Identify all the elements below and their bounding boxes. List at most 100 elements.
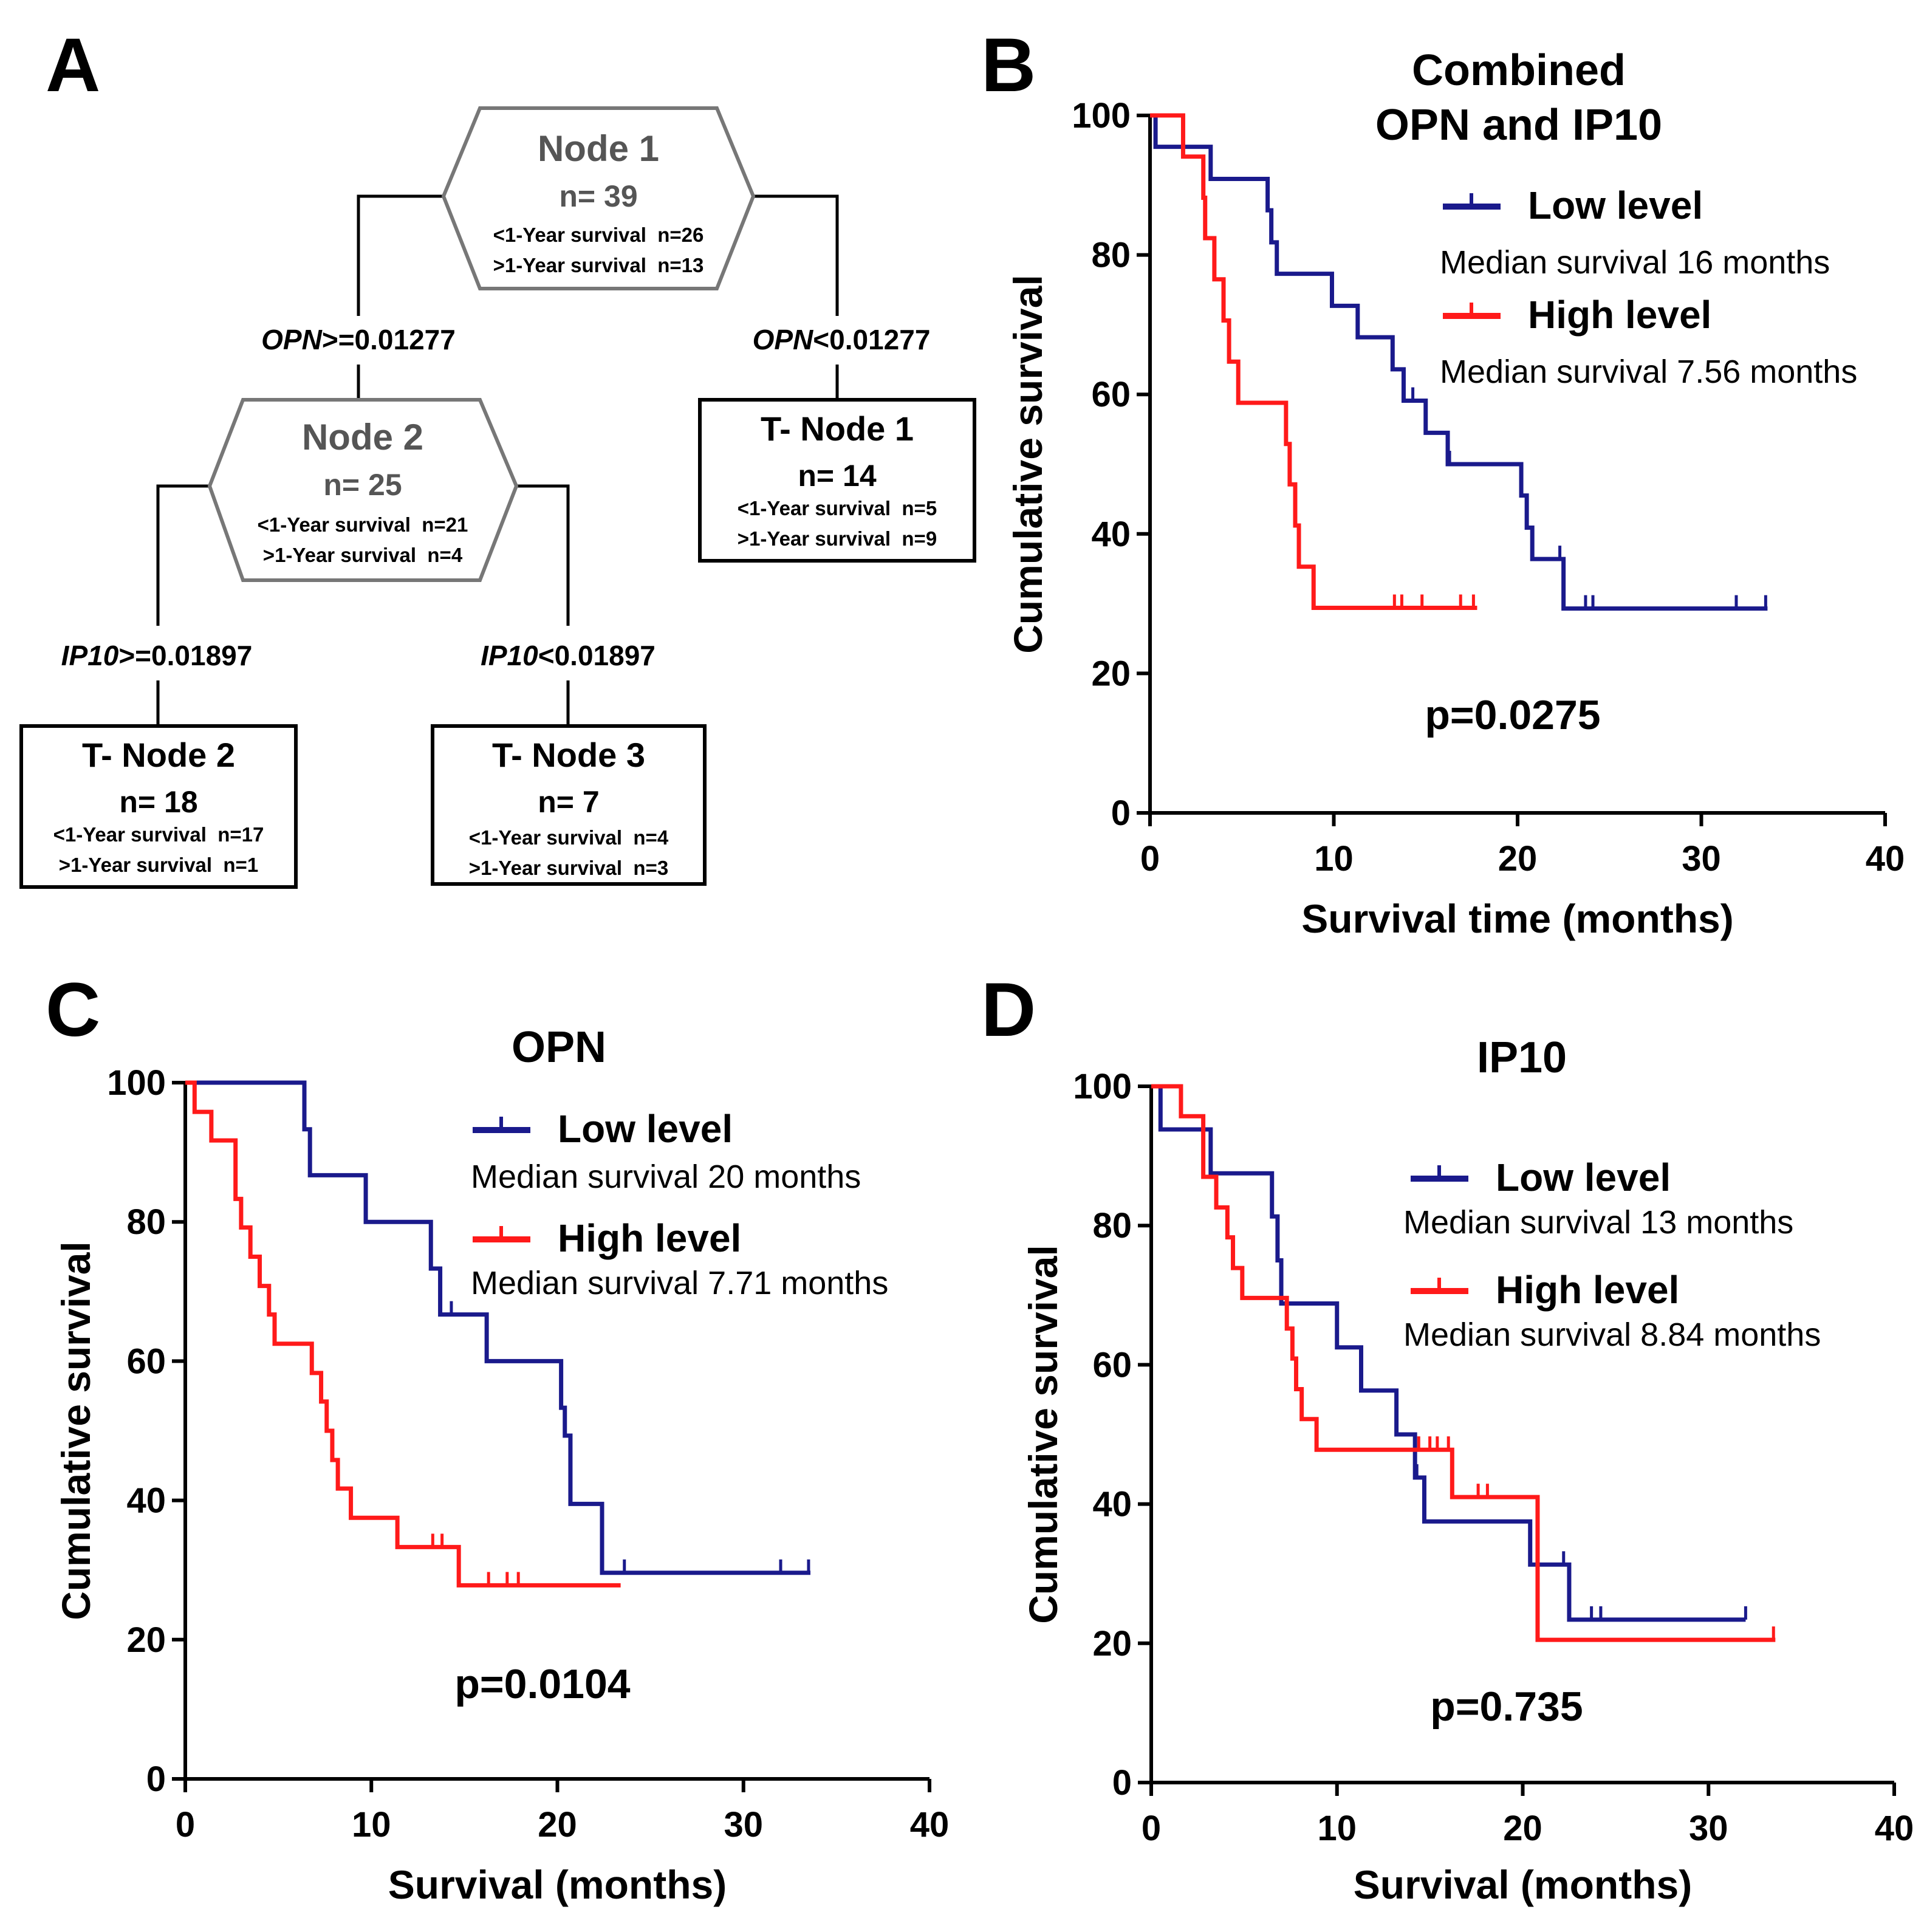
node-1-line-2: >1-Year survival n=13	[493, 254, 704, 276]
terminal-node-1-title: T- Node 1	[761, 409, 914, 448]
chart-title-line: Combined	[1412, 46, 1626, 95]
node-1-line-1: <1-Year survival n=26	[493, 224, 704, 246]
x-axis-title: Survival (months)	[1354, 1862, 1692, 1907]
legend-median-high: Median survival 8.84 months	[1403, 1317, 1821, 1353]
x-tick-label: 10	[1317, 1809, 1357, 1848]
y-tick-label: 100	[1072, 96, 1131, 135]
terminal-node-3-line-2: >1-Year survival n=3	[469, 857, 668, 879]
terminal-node-1-n: n= 14	[798, 459, 876, 493]
y-tick-label: 60	[1092, 1345, 1132, 1385]
panel-c-opn-chart: C OPN 0 10 20 30 40 0 20 40 60 80 100 Survival (month…	[46, 968, 949, 1907]
panel-letter-c: C	[46, 968, 100, 1052]
y-tick-label: 40	[1092, 1485, 1132, 1524]
y-tick-label: 100	[107, 1063, 166, 1103]
legend-label-low: Low level	[1528, 183, 1703, 227]
legend-median-low: Median survival 13 months	[1403, 1204, 1793, 1241]
terminal-node-2-line-2: >1-Year survival n=1	[59, 854, 258, 876]
y-axis-title: Cumulative survival	[1005, 275, 1050, 654]
terminal-node-2-n: n= 18	[119, 785, 197, 819]
y-axis-title: Cumulative survival	[53, 1241, 98, 1620]
node-1-title: Node 1	[538, 128, 659, 169]
x-axis-title: Survival time (months)	[1301, 896, 1733, 941]
y-tick-label: 20	[1092, 1624, 1132, 1663]
legend-label-high: High level	[1528, 293, 1711, 337]
survival-curve-high	[1151, 1084, 1776, 1642]
x-tick-label: 0	[176, 1805, 195, 1845]
y-axis-title: Cumulative survival	[1021, 1245, 1066, 1624]
node-1: Node 1 n= 39 <1-Year survival n=26 >1-Ye…	[441, 106, 756, 290]
terminal-node-3-title: T- Node 3	[492, 736, 645, 774]
tree-connectors	[156, 194, 839, 726]
y-tick-label: 20	[126, 1620, 166, 1660]
panel-letter-b: B	[981, 23, 1036, 108]
x-tick-label: 40	[1866, 839, 1905, 879]
legend-label-low: Low level	[1496, 1156, 1671, 1199]
terminal-node-1: T- Node 1 n= 14 <1-Year survival n=5 >1-…	[698, 398, 976, 563]
x-tick-label: 20	[538, 1805, 577, 1845]
legend-median-low: Median survival 16 months	[1440, 244, 1830, 281]
survival-curve-low	[1150, 113, 1768, 611]
x-axis-title: Survival (months)	[388, 1862, 727, 1907]
y-tick-label: 80	[126, 1202, 166, 1242]
survival-curve-low	[1151, 1084, 1746, 1622]
chart-title-line: IP10	[1477, 1033, 1567, 1082]
panel-letter-a: A	[46, 23, 100, 108]
x-tick-label: 30	[1689, 1809, 1728, 1848]
node-2: Node 2 n= 25 <1-Year survival n=21 >1-Ye…	[207, 398, 519, 582]
legend-median-low: Median survival 20 months	[471, 1159, 861, 1195]
terminal-node-3-line-1: <1-Year survival n=4	[469, 826, 669, 849]
x-tick-label: 10	[1314, 839, 1354, 879]
survival-curve-high	[1150, 113, 1477, 610]
chart-title-line: OPN	[512, 1023, 606, 1072]
split-label-ip10-low: IP10<0.01897	[481, 640, 656, 671]
y-tick-label: 60	[126, 1341, 166, 1381]
split-label-opn-high: OPN>=0.01277	[261, 324, 456, 355]
panel-d-ip10-chart: D IP10 0 10 20 30 40 0 20 40 60 80 100 Survival (mont…	[981, 968, 1914, 1907]
terminal-node-3: T- Node 3 n= 7 <1-Year survival n=4 >1-Y…	[431, 724, 707, 886]
terminal-node-1-line-1: <1-Year survival n=5	[738, 497, 937, 519]
y-tick-label: 40	[126, 1481, 166, 1521]
panel-b-combined-chart: B Combined OPN and IP10 0 10 20 30 40 0 20 40 60 80 1…	[981, 23, 1905, 941]
node-2-title: Node 2	[302, 417, 423, 457]
node-2-line-1: <1-Year survival n=21	[258, 513, 468, 536]
legend-median-high: Median survival 7.56 months	[1440, 354, 1857, 390]
terminal-node-1-line-2: >1-Year survival n=9	[738, 527, 937, 550]
x-tick-label: 0	[1142, 1809, 1161, 1848]
survival-curve-low	[185, 1080, 810, 1575]
legend-label-low: Low level	[558, 1107, 733, 1151]
y-tick-label: 20	[1091, 654, 1131, 693]
y-tick-label: 80	[1091, 236, 1131, 275]
p-value: p=0.735	[1430, 1684, 1583, 1730]
legend-label-high: High level	[558, 1216, 741, 1260]
x-tick-label: 40	[910, 1805, 950, 1845]
terminal-node-2: T- Node 2 n= 18 <1-Year survival n=17 >1…	[19, 724, 298, 889]
node-2-n: n= 25	[323, 468, 402, 502]
x-tick-label: 20	[1503, 1809, 1542, 1848]
x-tick-label: 30	[1682, 839, 1721, 879]
chart-title-line: OPN and IP10	[1375, 101, 1662, 149]
y-tick-label: 60	[1091, 375, 1131, 414]
x-tick-label: 0	[1140, 839, 1160, 879]
split-label-opn-low: OPN<0.01277	[753, 324, 931, 355]
x-tick-label: 10	[352, 1805, 391, 1845]
y-tick-label: 0	[1111, 793, 1131, 833]
terminal-node-3-n: n= 7	[538, 785, 599, 819]
x-tick-label: 30	[724, 1805, 763, 1845]
panel-a-decision-tree: A Node 1 n= 39 <1-Year survival n=26 >1-…	[19, 23, 976, 889]
split-label-ip10-high: IP10>=0.01897	[61, 640, 253, 671]
terminal-node-2-title: T- Node 2	[82, 736, 235, 774]
y-tick-label: 0	[1112, 1763, 1132, 1803]
y-tick-label: 80	[1092, 1206, 1132, 1245]
x-tick-label: 20	[1498, 839, 1538, 879]
x-tick-label: 40	[1875, 1809, 1914, 1848]
p-value: p=0.0275	[1425, 692, 1600, 738]
y-tick-label: 100	[1073, 1067, 1132, 1106]
legend-label-high: High level	[1496, 1268, 1679, 1312]
terminal-node-2-line-1: <1-Year survival n=17	[53, 823, 264, 846]
survival-curve-high	[185, 1080, 621, 1588]
legend-median-high: Median survival 7.71 months	[471, 1265, 888, 1301]
node-1-n: n= 39	[559, 179, 637, 213]
node-2-line-2: >1-Year survival n=4	[263, 544, 463, 566]
p-value: p=0.0104	[454, 1661, 630, 1707]
